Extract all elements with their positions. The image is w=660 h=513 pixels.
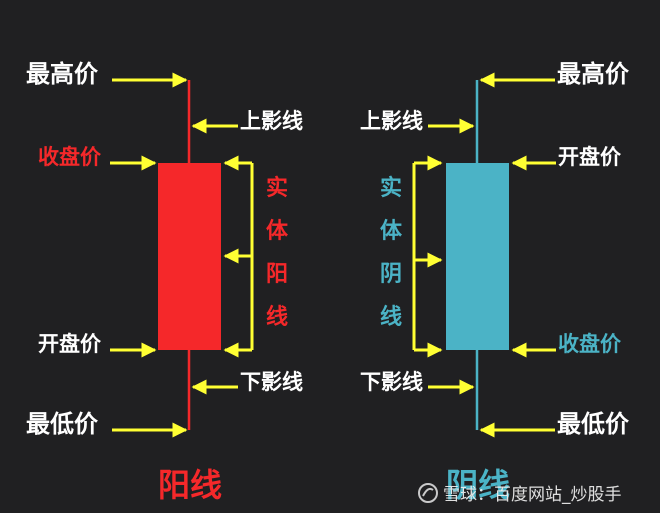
- yang-body-char-3: 阳: [266, 262, 288, 287]
- yin-candle-body: [446, 163, 509, 350]
- yin-open-label: 开盘价: [558, 145, 622, 169]
- yang-body-char-4: 线: [266, 304, 288, 330]
- watermark-logo-icon: [418, 483, 438, 503]
- yin-upper-shadow-label: 上影线: [360, 109, 423, 133]
- yang-high-label: 最高价: [26, 60, 99, 88]
- yin-candle-group: 最高价 上影线 开盘价 实 体 阴 线 收盘价 下影线 最低价 阴线: [360, 60, 630, 504]
- yang-lower-shadow-label: 下影线: [240, 370, 303, 394]
- yin-body-char-2: 体: [380, 219, 403, 244]
- watermark-text: 雪球：百度网站_炒股手: [443, 485, 622, 505]
- yin-body-char-1: 实: [380, 175, 402, 201]
- watermark: 雪球：百度网站_炒股手: [418, 483, 622, 505]
- yin-close-label: 收盘价: [558, 332, 622, 356]
- yin-title: 阴线: [446, 466, 510, 504]
- yin-body-bracket: [412, 155, 443, 358]
- yang-low-label: 最低价: [26, 410, 99, 438]
- yang-candle-group: 最高价 上影线 收盘价 实 体 阳 线 开盘价 下影线 最低价 阳线: [26, 60, 303, 504]
- yang-body-char-1: 实: [266, 175, 288, 201]
- yin-body-char-4: 线: [380, 304, 402, 330]
- yin-high-label: 最高价: [557, 60, 630, 88]
- yin-lower-shadow-label: 下影线: [360, 370, 423, 394]
- yang-open-label: 开盘价: [38, 332, 102, 356]
- yang-upper-shadow-label: 上影线: [240, 109, 303, 133]
- yang-candle-body: [158, 163, 221, 350]
- yin-low-label: 最低价: [557, 410, 630, 438]
- yang-title: 阳线: [158, 466, 222, 504]
- yang-close-label: 收盘价: [38, 145, 102, 169]
- yin-body-char-3: 阴: [380, 262, 402, 287]
- yang-body-bracket: [223, 155, 254, 358]
- yang-body-char-2: 体: [266, 219, 289, 244]
